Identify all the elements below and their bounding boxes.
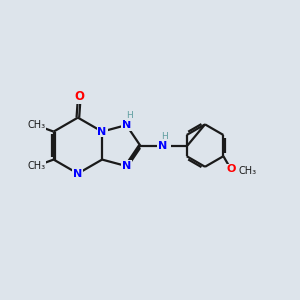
Text: N: N	[98, 127, 107, 136]
Text: H: H	[126, 111, 133, 120]
Text: O: O	[74, 90, 84, 103]
Text: CH₃: CH₃	[27, 120, 46, 130]
Text: CH₃: CH₃	[27, 161, 46, 171]
Text: N: N	[73, 169, 83, 178]
Text: N: N	[158, 141, 167, 151]
Text: N: N	[122, 161, 131, 171]
Text: H: H	[161, 132, 168, 141]
Text: O: O	[226, 164, 236, 174]
Text: N: N	[122, 120, 131, 130]
Text: CH₃: CH₃	[238, 166, 256, 176]
